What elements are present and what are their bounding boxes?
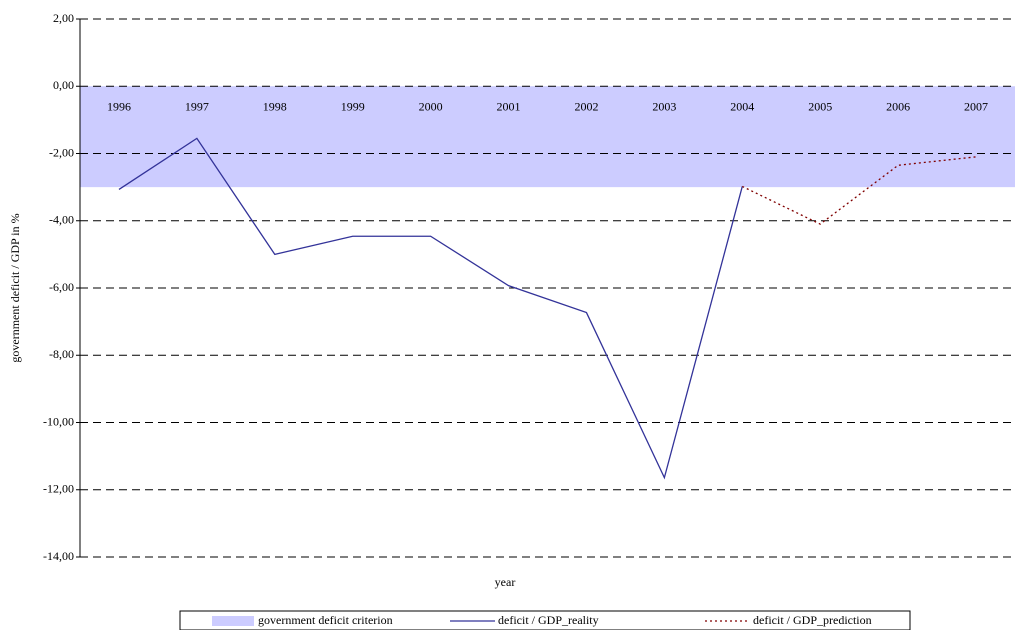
y-tick-label: -2,00 — [49, 145, 74, 159]
y-tick-label: -14,00 — [43, 549, 74, 563]
legend-label: deficit / GDP_reality — [498, 613, 599, 627]
y-tick-label: -8,00 — [49, 347, 74, 361]
x-tick-label: 2002 — [574, 100, 598, 114]
legend-label: deficit / GDP_prediction — [753, 613, 872, 627]
data-line — [118, 137, 743, 480]
y-tick-label: 2,00 — [53, 11, 74, 25]
y-tick-label: -6,00 — [49, 280, 74, 294]
x-tick-label: 2006 — [886, 100, 910, 114]
x-tick-label: 2000 — [419, 100, 443, 114]
legend-swatch — [212, 616, 254, 626]
x-tick-label: 1999 — [341, 100, 365, 114]
x-tick-label: 2005 — [808, 100, 832, 114]
x-tick-label: 2001 — [497, 100, 521, 114]
legend — [179, 610, 911, 630]
x-tick-label: 2004 — [730, 100, 754, 114]
data-line — [742, 156, 977, 225]
x-axis-title: year — [495, 575, 516, 589]
y-tick-label: 0,00 — [53, 78, 74, 92]
x-tick-label: 1996 — [107, 100, 131, 114]
x-tick-label: 2003 — [652, 100, 676, 114]
x-tick-label: 2007 — [964, 100, 988, 114]
y-axis-title: government deficit / GDP in % — [8, 213, 22, 362]
x-tick-label: 1997 — [185, 100, 209, 114]
y-tick-label: -12,00 — [43, 482, 74, 496]
y-tick-label: -10,00 — [43, 414, 74, 428]
x-tick-label: 1998 — [263, 100, 287, 114]
legend-label: government deficit criterion — [258, 613, 393, 627]
y-tick-label: -4,00 — [49, 213, 74, 227]
criterion-band — [80, 86, 1015, 188]
